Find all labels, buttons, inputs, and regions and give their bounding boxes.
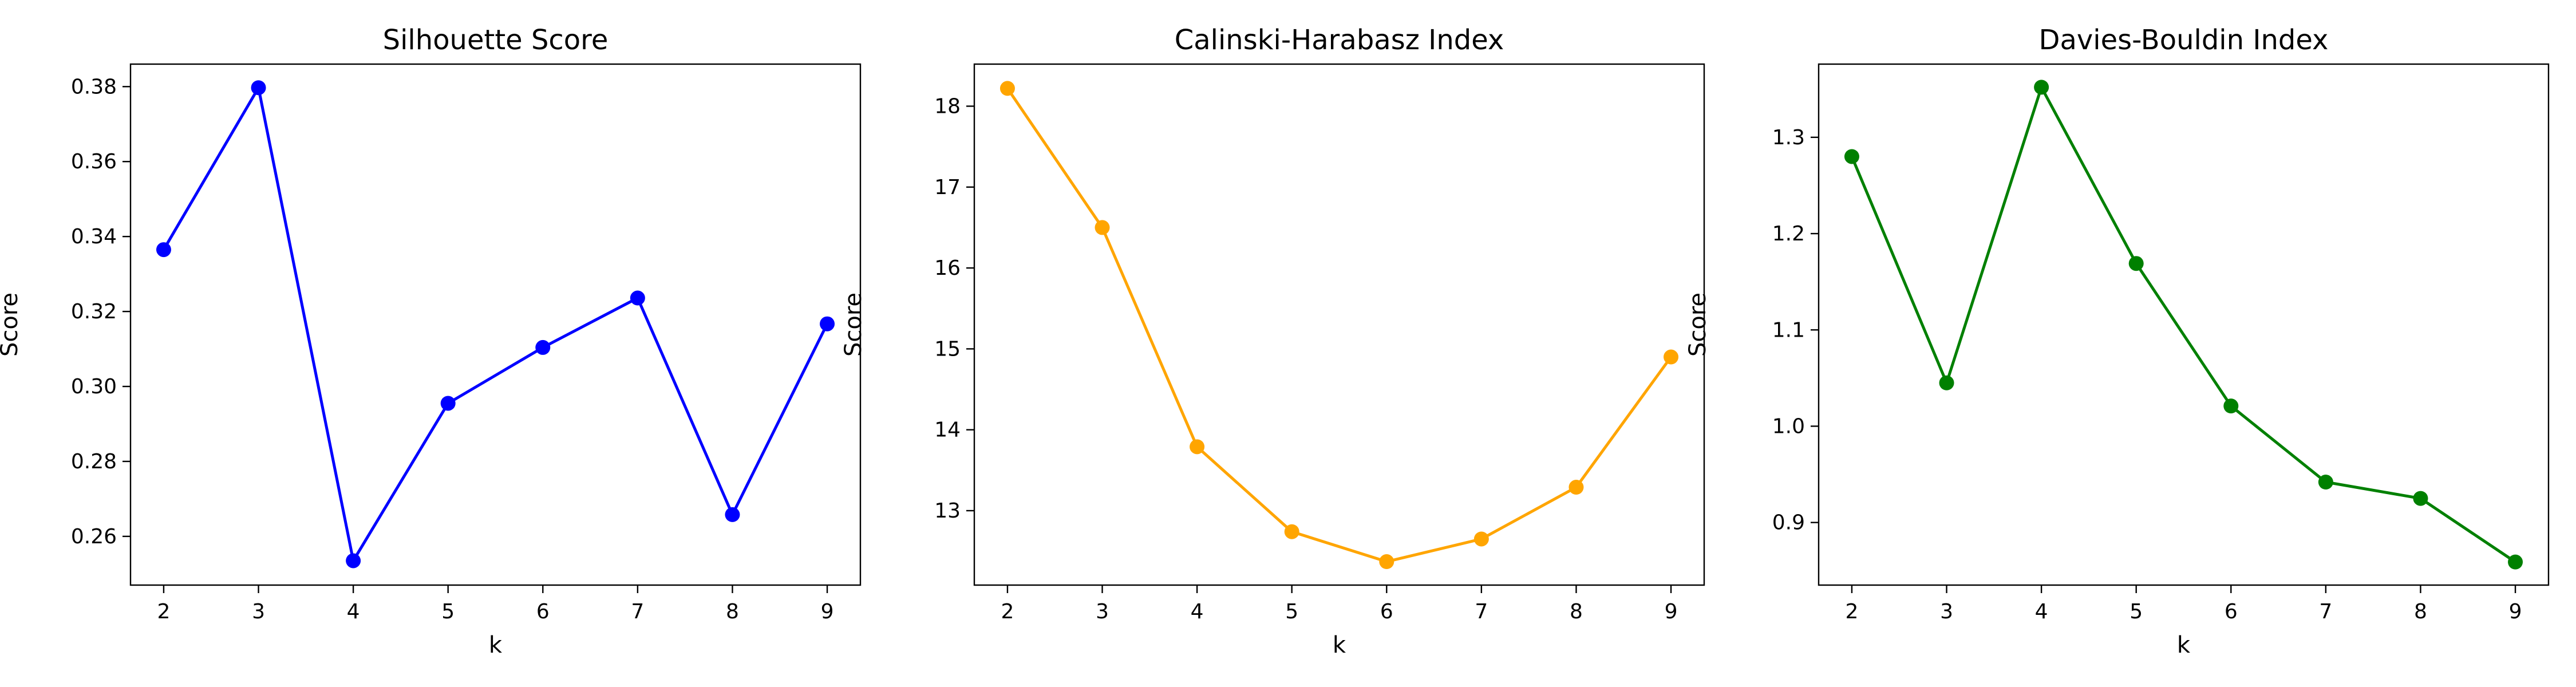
series-line (162, 86, 829, 562)
chart-panel-2: Calinski-Harabasz Index 2 3 4 5 6 7 8 9 13 14 15 16 1… (840, 24, 1705, 658)
y-tick-label: 1.2 (1772, 222, 1805, 246)
x-tick-label: 4 (1191, 600, 1204, 623)
y-tick-label: 1.1 (1772, 318, 1805, 342)
chart-panel-1: Silhouette Score 2 3 4 5 6 7 8 9 0.26 0.28 0.30 0.32… (0, 24, 862, 658)
data-point (1095, 220, 1110, 235)
x-tick-label: 2 (1846, 600, 1859, 623)
x-tick-label: 8 (1570, 600, 1583, 623)
x-axis-label: k (1333, 632, 1346, 658)
x-axis-label: k (2177, 632, 2191, 658)
x-tick-label: 2 (1001, 600, 1014, 623)
x-tick-label: 3 (1940, 600, 1953, 623)
data-point (1939, 375, 1954, 390)
y-axis-label: Score (1685, 293, 1711, 357)
y-tick-label: 17 (934, 176, 961, 199)
y-axis-label: Score (840, 293, 867, 357)
series-line (1850, 85, 2516, 563)
y-tick-label: 1.3 (1772, 126, 1805, 149)
y-tick-label: 14 (934, 418, 961, 442)
x-tick-label: 5 (2129, 600, 2143, 623)
x-tick-label: 3 (252, 600, 265, 623)
x-axis-label: k (489, 632, 503, 658)
x-tick-label: 7 (1475, 600, 1488, 623)
y-tick-label: 0.32 (71, 300, 117, 323)
data-point (725, 507, 740, 522)
y-tick-label: 0.34 (71, 225, 117, 248)
y-tick-label: 0.38 (71, 75, 117, 98)
x-tick-label: 7 (2319, 600, 2332, 623)
x-tick-label: 3 (1096, 600, 1109, 623)
y-tick-label: 0.9 (1772, 511, 1805, 535)
data-point (2223, 398, 2239, 414)
x-tick-label: 4 (2035, 600, 2048, 623)
data-point (2413, 491, 2428, 506)
data-point (1190, 439, 1205, 455)
data-point (1473, 531, 1489, 547)
data-point (999, 81, 1015, 96)
x-tick-label: 6 (536, 600, 550, 623)
data-point (1664, 349, 1679, 365)
plot-frame (973, 63, 1705, 586)
data-point (2128, 256, 2144, 271)
chart-panel-3: Davies-Bouldin Index 2 3 4 5 6 7 8 9 0.9 1.0 1.1 1.2… (1685, 24, 2550, 658)
x-tick-label: 7 (631, 600, 644, 623)
y-tick-label: 0.30 (71, 375, 117, 398)
data-point (820, 316, 835, 331)
y-tick-label: 1.0 (1772, 414, 1805, 438)
x-tick-label: 6 (2225, 600, 2238, 623)
x-tick-label: 5 (1285, 600, 1298, 623)
data-point (346, 553, 361, 568)
x-tick-label: 8 (2414, 600, 2427, 623)
y-tick-label: 13 (934, 499, 961, 523)
plot-frame (1818, 63, 2550, 586)
y-tick-label: 16 (934, 256, 961, 280)
x-tick-label: 2 (157, 600, 171, 623)
x-tick-label: 9 (821, 600, 834, 623)
data-point (1379, 554, 1394, 570)
data-point (1284, 524, 1299, 539)
data-point (440, 396, 456, 411)
data-point (535, 339, 551, 355)
data-point (2508, 554, 2523, 570)
data-point (1568, 480, 1584, 495)
x-tick-label: 6 (1380, 600, 1393, 623)
chart-title: Silhouette Score (383, 24, 609, 56)
y-tick-label: 0.36 (71, 150, 117, 173)
chart-title: Davies-Bouldin Index (2039, 24, 2329, 56)
y-tick-label: 0.26 (71, 525, 117, 548)
x-tick-label: 5 (441, 600, 455, 623)
plot-frame (129, 63, 862, 586)
data-point (2318, 475, 2333, 490)
chart-title: Calinski-Harabasz Index (1175, 24, 1504, 56)
data-point (251, 80, 266, 96)
data-point (630, 290, 645, 306)
x-tick-label: 9 (2509, 600, 2522, 623)
x-tick-label: 9 (1665, 600, 1678, 623)
data-point (1844, 149, 1859, 164)
y-tick-label: 0.28 (71, 450, 117, 473)
data-point (2034, 80, 2049, 95)
x-tick-label: 4 (347, 600, 360, 623)
y-tick-label: 15 (934, 337, 961, 361)
series-line (1006, 87, 1673, 563)
y-tick-label: 18 (934, 94, 961, 118)
x-tick-label: 8 (726, 600, 739, 623)
y-axis-label: Score (0, 293, 23, 357)
data-point (156, 242, 171, 258)
